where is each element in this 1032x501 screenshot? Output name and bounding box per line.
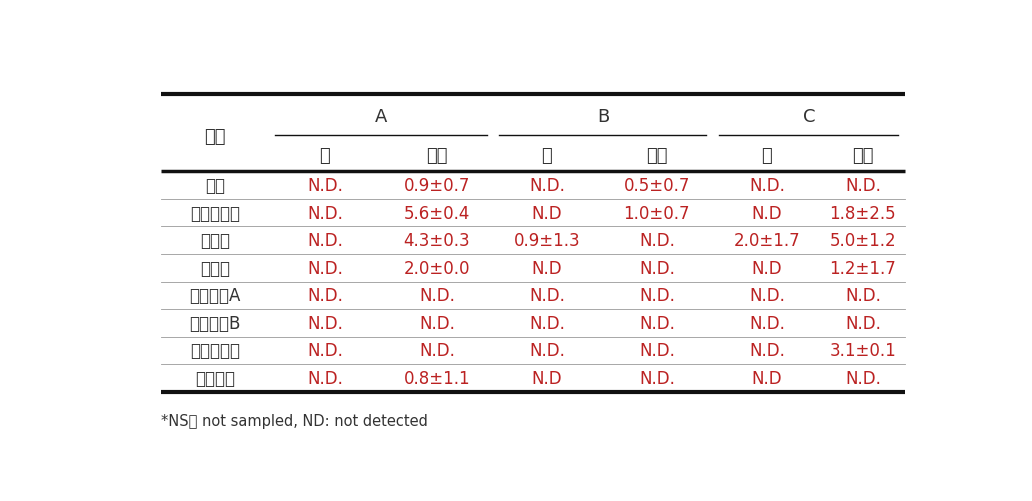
Text: A: A [375, 108, 387, 126]
Text: N.D.: N.D. [639, 232, 675, 249]
Text: 여름: 여름 [426, 147, 448, 165]
Text: N.D: N.D [531, 204, 562, 222]
Text: 2.0±1.7: 2.0±1.7 [734, 232, 800, 249]
Text: N.D.: N.D. [307, 232, 343, 249]
Text: 시료: 시료 [204, 127, 226, 145]
Text: N.D.: N.D. [845, 314, 880, 332]
Text: N.D.: N.D. [845, 287, 880, 305]
Text: 0.9±0.7: 0.9±0.7 [404, 177, 471, 195]
Text: 양액탱크: 양액탱크 [195, 369, 235, 387]
Text: N.D.: N.D. [307, 314, 343, 332]
Text: N.D.: N.D. [307, 287, 343, 305]
Text: N.D: N.D [531, 259, 562, 277]
Text: 1.8±2.5: 1.8±2.5 [830, 204, 896, 222]
Text: C: C [803, 108, 815, 126]
Text: N.D.: N.D. [639, 342, 675, 360]
Text: N.D.: N.D. [307, 259, 343, 277]
Text: N.D.: N.D. [845, 177, 880, 195]
Text: B: B [596, 108, 609, 126]
Text: N.D.: N.D. [639, 369, 675, 387]
Text: 4.3±0.3: 4.3±0.3 [404, 232, 471, 249]
Text: 부직포: 부직포 [200, 259, 230, 277]
Text: N.D.: N.D. [639, 259, 675, 277]
Text: N.D.: N.D. [639, 314, 675, 332]
Text: N.D: N.D [751, 204, 782, 222]
Text: 2.0±0.0: 2.0±0.0 [404, 259, 471, 277]
Text: N.D.: N.D. [529, 342, 565, 360]
Text: 여름: 여름 [646, 147, 668, 165]
Text: N.D.: N.D. [307, 204, 343, 222]
Text: 3.1±0.1: 3.1±0.1 [830, 342, 896, 360]
Text: N.D.: N.D. [749, 314, 784, 332]
Text: 종자: 종자 [205, 177, 225, 195]
Text: N.D.: N.D. [845, 369, 880, 387]
Text: N.D: N.D [751, 259, 782, 277]
Text: 쇼: 쇼 [320, 147, 330, 165]
Text: 양액희석액: 양액희석액 [190, 342, 240, 360]
Text: *NS： not sampled, ND: not detected: *NS： not sampled, ND: not detected [161, 413, 428, 428]
Text: 0.9±1.3: 0.9±1.3 [514, 232, 580, 249]
Text: N.D.: N.D. [529, 314, 565, 332]
Text: 양액원액A: 양액원액A [189, 287, 240, 305]
Text: 1.2±1.7: 1.2±1.7 [830, 259, 896, 277]
Text: N.D.: N.D. [749, 342, 784, 360]
Text: 쇼: 쇼 [762, 147, 772, 165]
Text: 양액원액B: 양액원액B [189, 314, 240, 332]
Text: N.D.: N.D. [307, 369, 343, 387]
Text: 5.0±1.2: 5.0±1.2 [830, 232, 896, 249]
Text: 5.6±0.4: 5.6±0.4 [404, 204, 471, 222]
Text: 0.8±1.1: 0.8±1.1 [404, 369, 471, 387]
Text: 여름: 여름 [852, 147, 873, 165]
Text: 쇼: 쇼 [542, 147, 552, 165]
Text: 트레이: 트레이 [200, 232, 230, 249]
Text: N.D.: N.D. [419, 342, 455, 360]
Text: N.D.: N.D. [419, 314, 455, 332]
Text: N.D.: N.D. [749, 287, 784, 305]
Text: N.D: N.D [531, 369, 562, 387]
Text: 0.5±0.7: 0.5±0.7 [623, 177, 690, 195]
Text: N.D.: N.D. [307, 177, 343, 195]
Text: N.D.: N.D. [529, 287, 565, 305]
Text: 1.0±0.7: 1.0±0.7 [623, 204, 690, 222]
Text: N.D.: N.D. [529, 177, 565, 195]
Text: N.D.: N.D. [419, 287, 455, 305]
Text: N.D.: N.D. [749, 177, 784, 195]
Text: N.D: N.D [751, 369, 782, 387]
Text: 발아소쿠리: 발아소쿠리 [190, 204, 240, 222]
Text: N.D.: N.D. [639, 287, 675, 305]
Text: N.D.: N.D. [307, 342, 343, 360]
